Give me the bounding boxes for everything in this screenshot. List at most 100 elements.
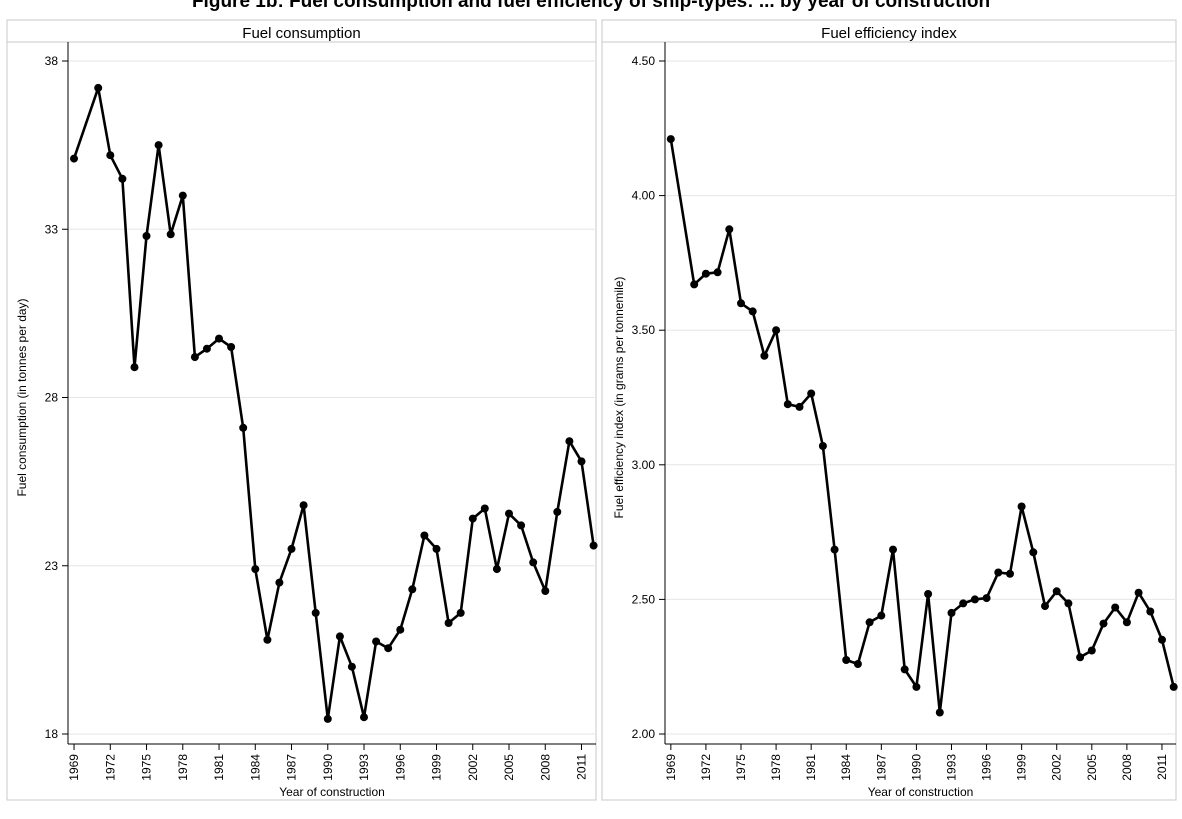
data-point bbox=[420, 531, 429, 540]
figure-title-text: Figure 1b: Fuel consumption and fuel eff… bbox=[191, 0, 991, 12]
x-tick-label: 1999 bbox=[1015, 754, 1029, 781]
data-point bbox=[335, 632, 344, 641]
data-point bbox=[1146, 607, 1155, 616]
data-point bbox=[360, 713, 368, 722]
data-point bbox=[263, 635, 272, 644]
data-point bbox=[959, 599, 968, 608]
data-point bbox=[154, 141, 163, 150]
data-point bbox=[818, 442, 827, 450]
data-point bbox=[432, 544, 441, 553]
data-point bbox=[889, 545, 897, 554]
x-tick-label: 1978 bbox=[176, 754, 190, 781]
x-axis-title: Year of construction bbox=[868, 785, 974, 799]
data-point bbox=[456, 608, 465, 617]
data-point bbox=[713, 268, 722, 277]
data-point bbox=[912, 682, 921, 691]
x-tick-label: 1972 bbox=[103, 754, 117, 781]
data-point bbox=[842, 656, 851, 664]
data-point bbox=[323, 714, 332, 723]
x-tick-label: 1999 bbox=[430, 754, 444, 781]
y-tick-label: 4.00 bbox=[632, 189, 656, 203]
data-point bbox=[1122, 618, 1131, 627]
x-tick-label: 1969 bbox=[67, 754, 81, 781]
data-point bbox=[565, 437, 574, 446]
data-point bbox=[251, 565, 260, 574]
data-point bbox=[666, 135, 675, 144]
x-tick-label: 2008 bbox=[1120, 754, 1134, 781]
x-axis-title: Year of construction bbox=[279, 785, 385, 799]
x-tick-label: 1993 bbox=[357, 754, 371, 781]
x-tick-label: 2005 bbox=[502, 754, 516, 781]
x-tick-label: 2005 bbox=[1085, 754, 1099, 781]
data-point bbox=[900, 665, 909, 674]
panel-title: Fuel efficiency index bbox=[821, 25, 957, 42]
y-tick-label: 23 bbox=[45, 559, 59, 573]
data-point bbox=[118, 174, 127, 183]
x-tick-label: 1975 bbox=[734, 754, 748, 781]
chart-panel-consumption: Fuel consumption 18 23 28 33 38 1969 1972 1975 19… bbox=[6, 19, 598, 801]
data-point bbox=[94, 83, 103, 92]
data-point bbox=[480, 504, 489, 513]
data-point bbox=[299, 501, 308, 510]
data-point bbox=[783, 400, 792, 409]
data-point bbox=[830, 545, 839, 554]
data-point bbox=[947, 608, 956, 617]
data-point bbox=[1169, 682, 1178, 691]
x-tick-label: 1969 bbox=[664, 754, 678, 781]
y-tick-label: 38 bbox=[45, 54, 59, 68]
y-tick-label: 28 bbox=[45, 391, 59, 405]
x-tick-label: 1984 bbox=[248, 754, 262, 781]
data-point bbox=[227, 343, 236, 351]
y-tick-label: 2.50 bbox=[632, 592, 656, 606]
y-tick-label: 33 bbox=[45, 222, 59, 236]
data-point bbox=[130, 363, 139, 372]
x-tick-label: 1987 bbox=[285, 754, 299, 781]
data-point bbox=[408, 585, 417, 594]
x-tick-label: 1981 bbox=[804, 754, 818, 781]
x-tick-label: 1987 bbox=[874, 754, 888, 781]
data-point bbox=[577, 457, 586, 466]
y-tick-label: 18 bbox=[45, 727, 59, 741]
panel-frame bbox=[601, 19, 1177, 801]
y-tick-label: 4.50 bbox=[632, 54, 656, 68]
data-point bbox=[166, 230, 175, 239]
y-tick-label: 3.50 bbox=[632, 323, 656, 337]
panel-title: Fuel consumption bbox=[242, 25, 360, 42]
data-point bbox=[468, 514, 477, 523]
y-tick-label: 2.00 bbox=[632, 727, 656, 741]
data-point bbox=[372, 637, 381, 646]
x-tick-label: 1996 bbox=[393, 754, 407, 781]
data-point bbox=[589, 541, 598, 550]
data-point bbox=[1111, 603, 1120, 612]
data-point bbox=[1134, 588, 1143, 597]
data-point bbox=[202, 344, 211, 353]
x-tick-label: 2011 bbox=[575, 754, 589, 780]
data-point bbox=[982, 594, 991, 603]
y-tick-label: 3.00 bbox=[632, 458, 656, 472]
data-point bbox=[396, 625, 405, 634]
data-point bbox=[1017, 502, 1026, 511]
data-point bbox=[935, 708, 944, 717]
data-point bbox=[517, 521, 526, 530]
data-point bbox=[690, 280, 699, 289]
data-point bbox=[347, 662, 356, 671]
data-point bbox=[865, 618, 874, 627]
data-point bbox=[142, 232, 151, 240]
data-point bbox=[541, 587, 550, 595]
data-point bbox=[70, 154, 78, 163]
data-point bbox=[529, 558, 538, 567]
data-point bbox=[1076, 653, 1085, 662]
data-point bbox=[994, 568, 1003, 577]
data-point bbox=[795, 402, 804, 411]
data-point bbox=[1052, 587, 1061, 596]
data-point bbox=[853, 660, 862, 668]
data-point bbox=[1158, 635, 1166, 644]
y-axis-title: Fuel efficiency index (in grams per tonn… bbox=[612, 277, 626, 519]
data-point bbox=[553, 507, 562, 516]
data-point bbox=[760, 351, 769, 360]
data-point bbox=[287, 544, 296, 553]
data-point bbox=[970, 595, 979, 604]
data-point bbox=[178, 191, 187, 200]
data-point bbox=[1041, 602, 1049, 611]
